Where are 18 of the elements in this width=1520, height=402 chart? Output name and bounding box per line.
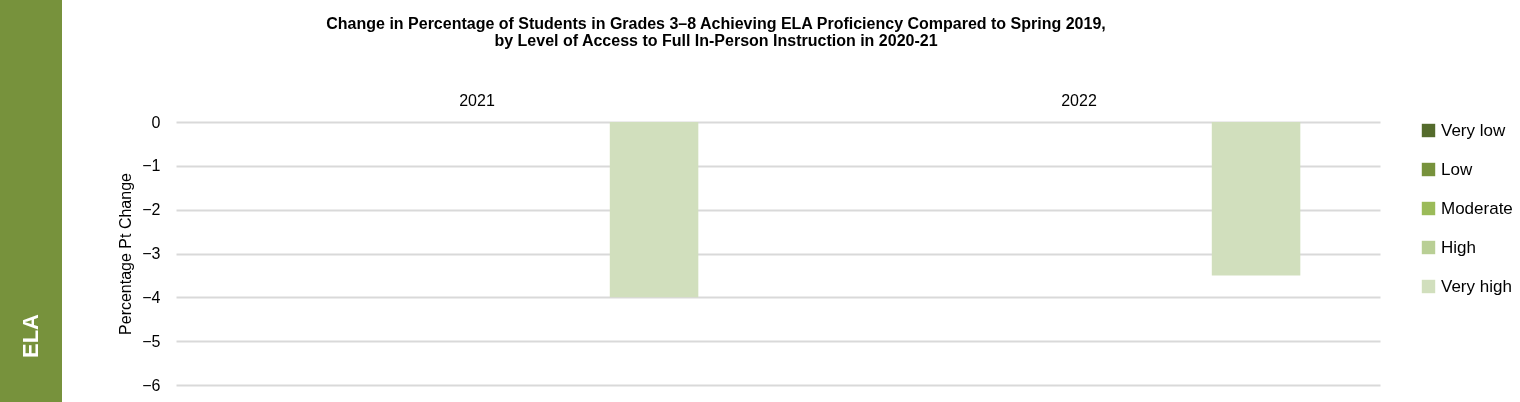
y-tick-label: −5 <box>142 332 161 350</box>
y-tick-label: −6 <box>142 376 161 394</box>
y-tick-label: −2 <box>142 201 161 219</box>
legend-label: Moderate <box>1441 198 1513 218</box>
text: ELA <box>18 313 43 358</box>
legend-label: Very high <box>1441 276 1512 296</box>
y-tick-label: −4 <box>142 288 161 306</box>
text: by Level of Access to Full In-Person Instruction in 2020-21 <box>494 32 938 49</box>
x-tick-label: 2021 <box>459 91 495 109</box>
y-tick-label: −1 <box>142 157 161 175</box>
y-tick-label: −3 <box>142 245 161 262</box>
text: Change in Percentage of Students in Grades 3–8 Achieving ELA Proficiency Compared to Spring 2019, <box>326 15 1106 32</box>
legend-label: Low <box>1441 159 1473 179</box>
y-tick-label: 0 <box>151 113 161 131</box>
x-tick-label: 2022 <box>1061 91 1097 109</box>
y-axis-title: Percentage Pt Change <box>117 172 135 335</box>
legend-label: Very low <box>1441 120 1506 140</box>
legend-label: High <box>1441 237 1476 257</box>
